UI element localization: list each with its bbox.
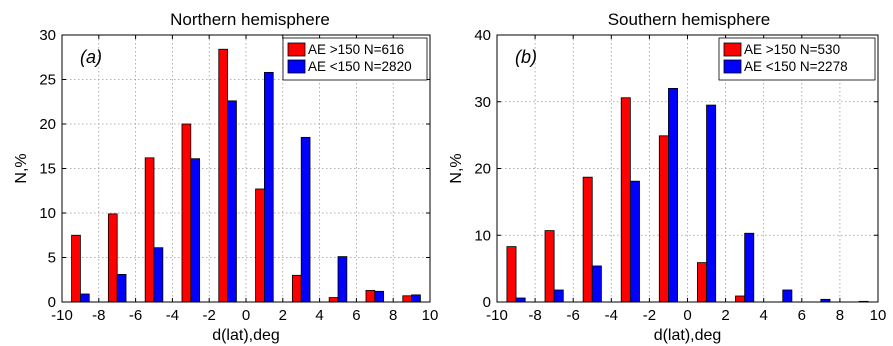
y-axis-label: N,% [13, 153, 30, 183]
x-tick-label: -2 [643, 307, 656, 324]
x-tick-label: 6 [352, 307, 360, 324]
bar [582, 176, 593, 303]
x-tick-label: 4 [760, 307, 768, 324]
y-tick-label: 0 [48, 294, 56, 311]
legend-entry: AE >150 N=616 [308, 42, 404, 57]
bar [402, 295, 413, 303]
chart-title: Southern hemisphere [608, 10, 771, 29]
bar [227, 100, 237, 303]
x-tick-label: 6 [798, 307, 806, 324]
x-tick-label: 0 [683, 307, 691, 324]
legend-swatch [723, 42, 742, 57]
legend-entry: AE <150 N=2820 [308, 59, 412, 74]
bar [328, 297, 339, 303]
y-tick-label: 30 [39, 27, 56, 44]
bar [591, 265, 602, 303]
bar [116, 274, 127, 303]
bar [706, 104, 717, 303]
bar [697, 262, 707, 303]
y-tick-label: 30 [474, 94, 491, 111]
chart-title: Northern hemisphere [170, 10, 330, 29]
y-tick-label: 40 [474, 27, 491, 44]
bar [107, 213, 118, 303]
bar [735, 295, 746, 303]
bar [629, 180, 640, 303]
bar [515, 297, 526, 303]
bar [218, 48, 229, 303]
x-tick-label: -6 [129, 307, 142, 324]
y-tick-label: 5 [48, 250, 56, 267]
bar [144, 157, 155, 303]
x-tick-label: -8 [92, 307, 105, 324]
y-tick-label: 20 [39, 116, 56, 133]
y-tick-label: 20 [474, 161, 491, 178]
bar [300, 136, 311, 303]
x-tick-label: 0 [242, 307, 250, 324]
bar [411, 294, 421, 303]
legend-entry: AE >150 N=530 [744, 42, 840, 57]
bar [658, 135, 669, 303]
x-tick-label: 2 [721, 307, 729, 324]
x-tick-label: -4 [166, 307, 179, 324]
bar [374, 290, 385, 303]
x-tick-label: -4 [605, 307, 618, 324]
panel-label: (a) [80, 47, 102, 67]
y-axis-label: N,% [448, 153, 465, 183]
y-tick-label: 25 [39, 72, 56, 89]
panel-label: (b) [515, 47, 537, 67]
chart-southern-hemisphere: -10 -8 -6 -4 -2 0 2 4 6 8 10 0 10 20 30 40 Southern hemi… [448, 10, 886, 344]
bar [553, 289, 564, 303]
x-tick-label: -10 [486, 307, 508, 324]
y-tick-label: 0 [483, 294, 491, 311]
bar [744, 232, 755, 303]
bar [668, 88, 678, 303]
legend-swatch [287, 42, 306, 57]
bar [620, 97, 631, 303]
bar [506, 246, 517, 303]
x-tick-label: -10 [51, 307, 73, 324]
x-tick-label: 4 [315, 307, 323, 324]
y-tick-label: 10 [39, 205, 56, 222]
legend: AE >150 N=616 AE <150 N=2820 [282, 37, 428, 81]
legend-entry: AE <150 N=2278 [744, 59, 848, 74]
y-tick-label: 15 [39, 161, 56, 178]
x-tick-label: 2 [279, 307, 287, 324]
legend-box [718, 37, 876, 81]
bar [181, 123, 192, 303]
bar [291, 274, 302, 303]
x-axis-label: d(lat),deg [212, 327, 280, 344]
legend: AE >150 N=530 AE <150 N=2278 [718, 37, 876, 81]
bar [263, 71, 274, 303]
legend-swatch [287, 59, 306, 74]
x-tick-label: 8 [389, 307, 397, 324]
x-tick-label: -2 [203, 307, 216, 324]
x-tick-label: 8 [836, 307, 844, 324]
x-tick-label: -6 [567, 307, 580, 324]
bar [190, 158, 201, 303]
bar [153, 247, 164, 303]
y-tick-label: 10 [474, 227, 491, 244]
bar [544, 230, 555, 303]
bar [782, 289, 793, 303]
legend-box [282, 37, 428, 81]
bar [365, 290, 376, 303]
x-tick-label: 10 [422, 307, 439, 324]
bar [255, 188, 265, 303]
legend-swatch [723, 59, 742, 74]
x-tick-label: -8 [528, 307, 541, 324]
chart-northern-hemisphere: -10 -8 -6 -4 -2 0 2 4 6 8 10 0 5 10 15 20 25 30 Northern h… [13, 10, 438, 344]
x-tick-label: 10 [870, 307, 887, 324]
bar [337, 256, 348, 303]
bar [80, 293, 90, 303]
x-axis-label: d(lat),deg [654, 327, 722, 344]
bar [71, 234, 81, 303]
